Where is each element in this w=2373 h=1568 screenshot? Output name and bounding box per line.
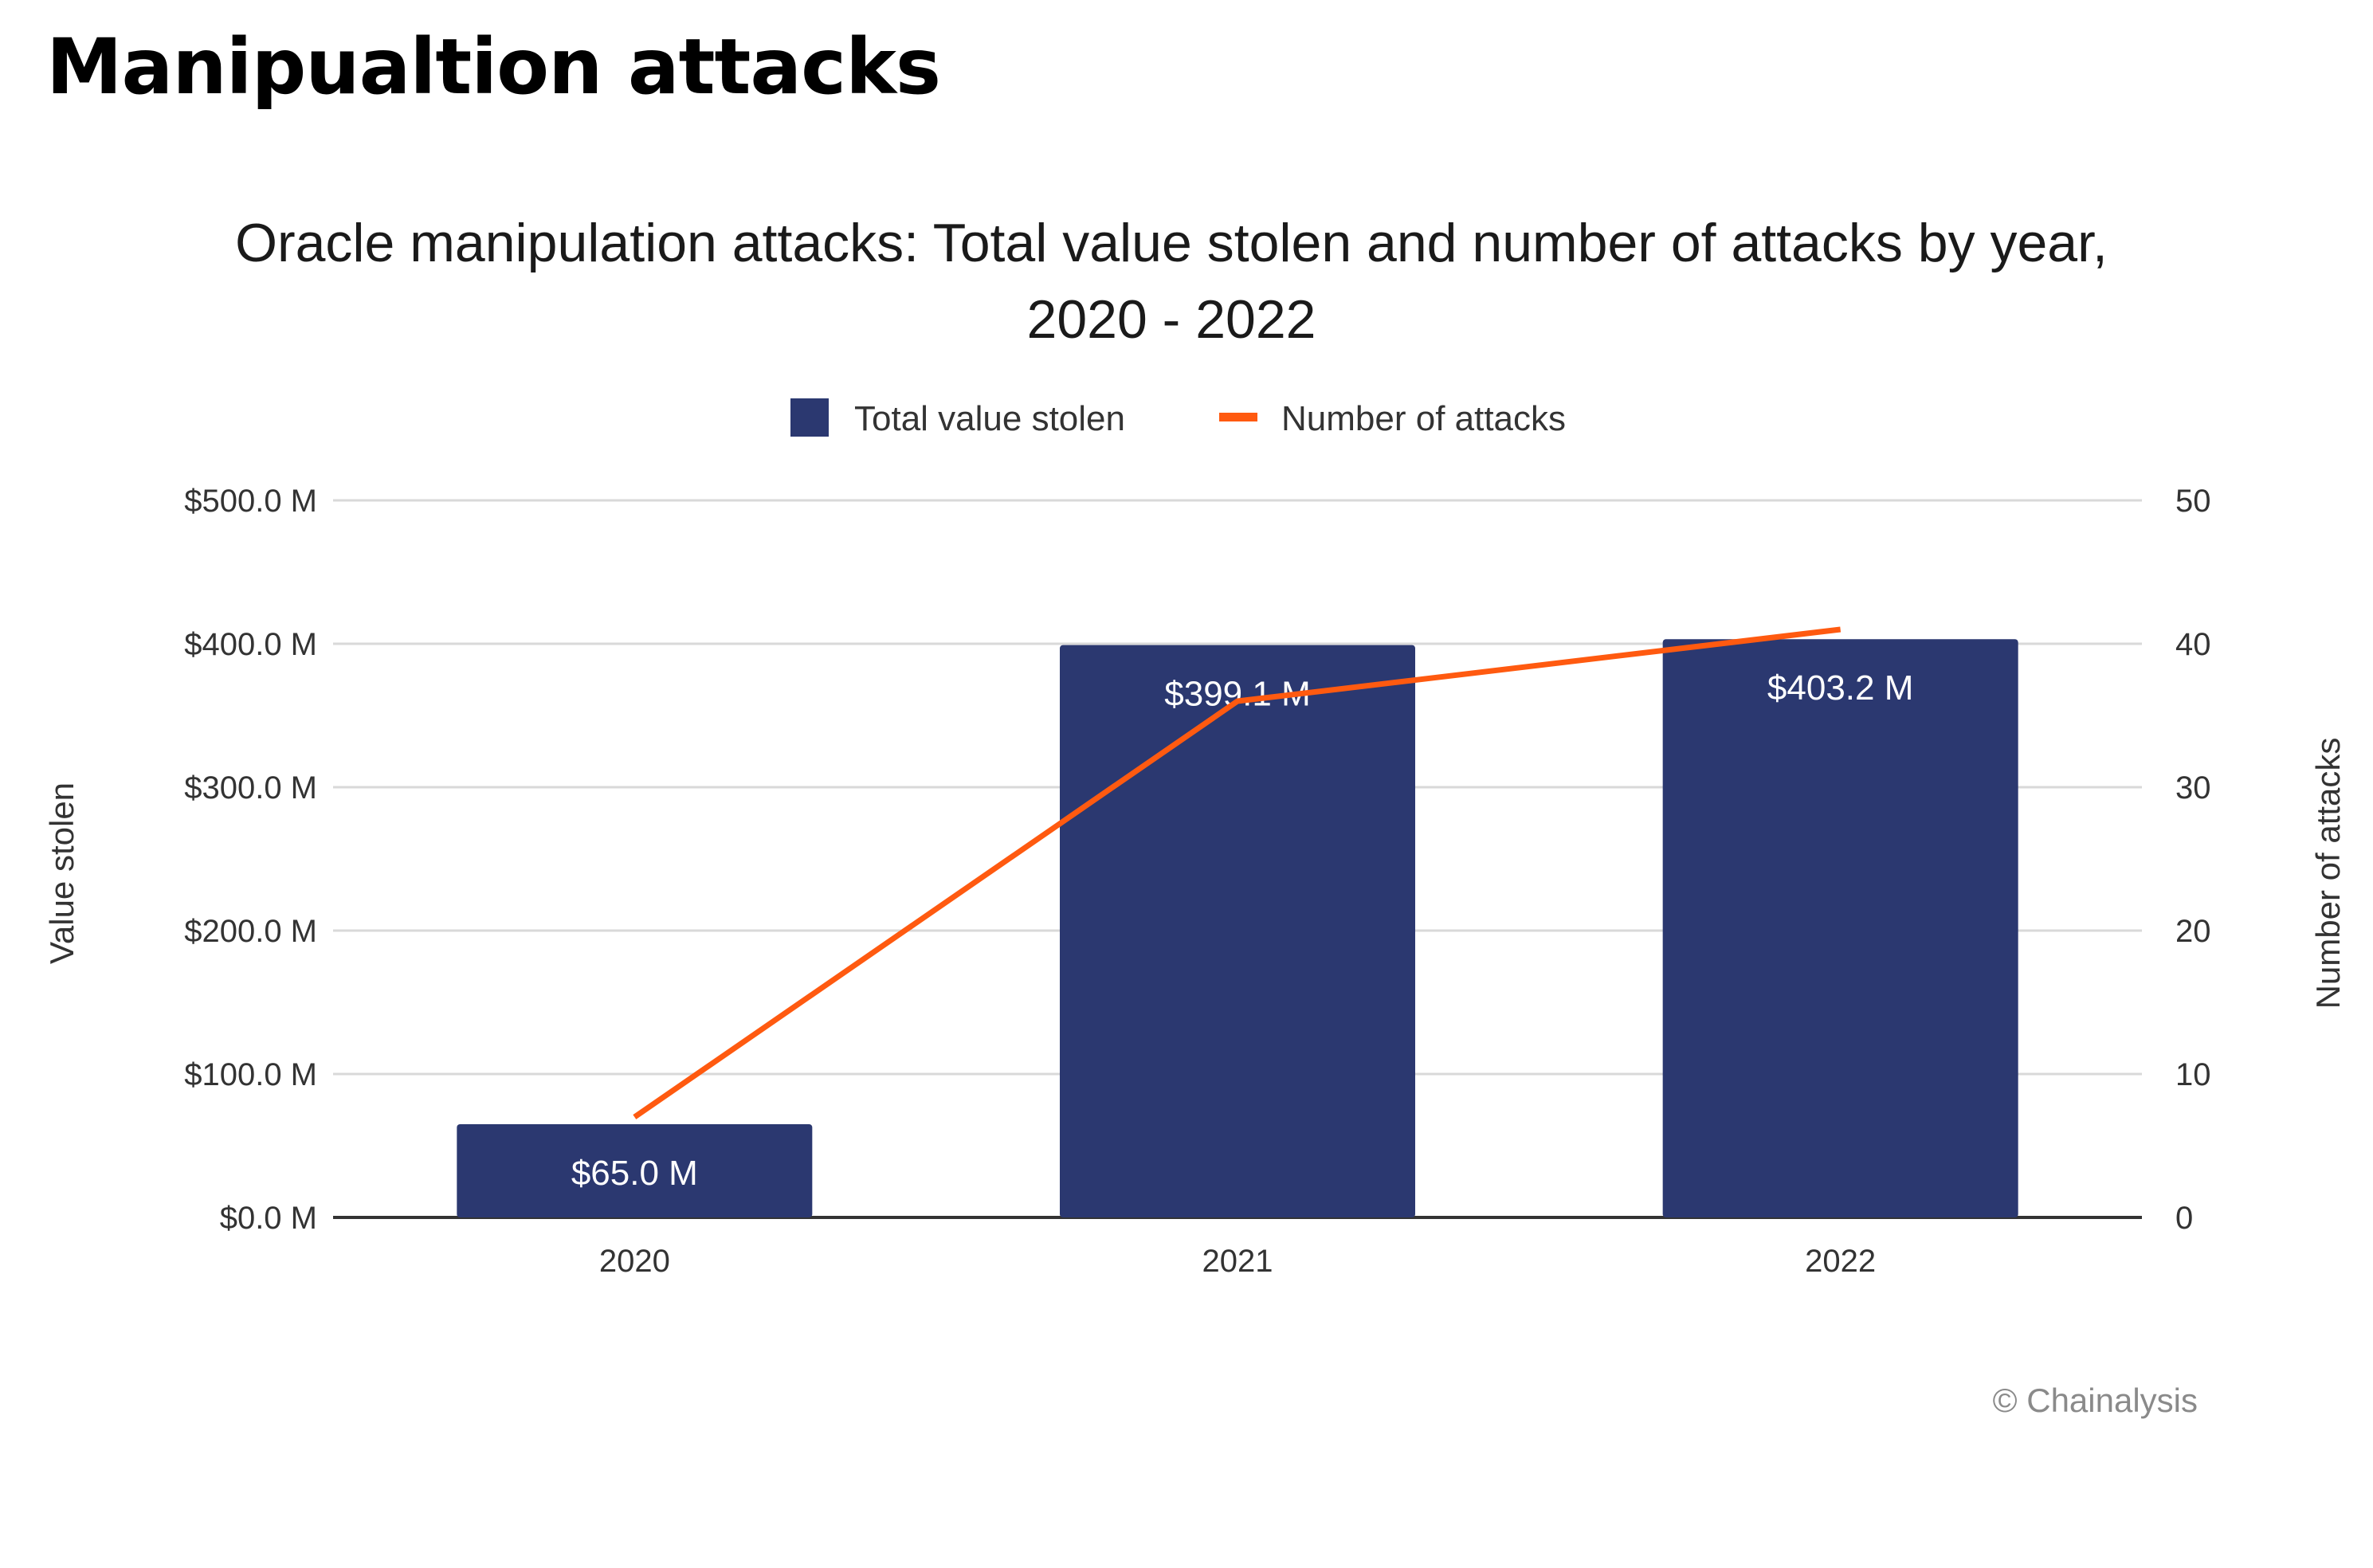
bar [1060,645,1415,1217]
credit: © Chainalysis [1993,1382,2198,1419]
axis-titles: Value stolen Number of attacks [43,738,2347,1009]
bar [457,1124,813,1217]
chart-title-line: 2020 - 2022 [1027,289,1316,350]
credit-text: © Chainalysis [1993,1382,2198,1419]
y-tick-label: $200.0 M [184,914,317,949]
y-tick-label: $500.0 M [184,484,317,519]
y-tick-label: $0.0 M [220,1201,317,1236]
bar [1662,639,2018,1217]
y-tick-label: $300.0 M [184,770,317,806]
y2-tick-label: 20 [2175,914,2211,949]
chart-title-line: Oracle manipulation attacks: Total value… [235,213,2108,273]
y-axis-title: Value stolen [43,782,80,964]
y2-axis-title: Number of attacks [2309,738,2347,1009]
y2-tick-label: 10 [2175,1057,2211,1092]
legend-swatch-bar [790,398,829,437]
x-tick-label: 2020 [599,1244,670,1279]
bar-value-label: $403.2 M [1767,668,1913,708]
y2-tick-label: 30 [2175,770,2211,806]
page-heading: Manipualtion attacks [46,22,941,112]
legend-swatch-line [1219,413,1257,421]
right-axis-ticks: 0 10 20 30 40 50 [2175,484,2211,1236]
line-series [633,626,1842,1119]
x-axis-ticks: 2020 2021 2022 [599,1244,1876,1279]
y2-tick-label: 40 [2175,627,2211,662]
y-tick-label: $100.0 M [184,1057,317,1092]
legend-label: Total value stolen [854,399,1125,438]
bars: $65.0 M$399.1 M $403.2 M [457,639,2018,1217]
legend: Total value stolen Number of attacks [790,398,1566,438]
x-tick-label: 2022 [1805,1244,1876,1279]
attacks-line [633,626,1842,1119]
y2-tick-label: 0 [2175,1201,2193,1236]
legend-label: Number of attacks [1281,399,1566,438]
chart-title: Oracle manipulation attacks: Total value… [235,213,2108,350]
y-tick-label: $400.0 M [184,627,317,662]
x-tick-label: 2021 [1202,1244,1273,1279]
bar-value-label: $65.0 M [571,1154,698,1193]
left-axis-ticks: $0.0 M $100.0 M $200.0 M $300.0 M $400.0 M $5… [184,484,317,1236]
y2-tick-label: 50 [2175,484,2211,519]
